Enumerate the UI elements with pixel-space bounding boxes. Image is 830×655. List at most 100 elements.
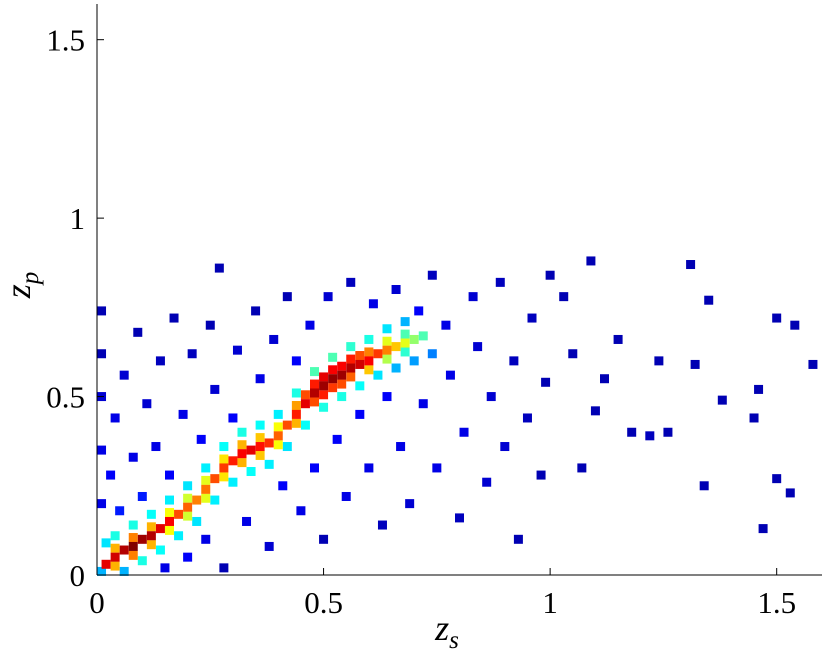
point (400, 329, 410, 339)
point (97, 445, 107, 455)
point (291, 356, 301, 366)
point (364, 365, 374, 375)
point (296, 506, 306, 516)
point (772, 474, 782, 484)
point (264, 438, 274, 448)
point (278, 481, 288, 491)
point (432, 463, 442, 473)
point (522, 413, 532, 423)
point (400, 338, 410, 348)
point (255, 433, 265, 443)
point (183, 511, 193, 521)
point (183, 493, 193, 503)
point (219, 463, 229, 473)
point (346, 372, 356, 382)
point (332, 434, 342, 444)
point (590, 406, 600, 416)
point (146, 522, 156, 532)
point (568, 349, 578, 359)
point (400, 317, 410, 327)
point (237, 458, 247, 468)
point (364, 463, 374, 473)
point (391, 342, 401, 352)
point (749, 413, 759, 423)
point (758, 524, 768, 534)
point (97, 306, 107, 316)
point (146, 531, 156, 541)
x-tick-label: 0.5 (304, 585, 343, 620)
point (282, 292, 292, 302)
point (201, 484, 211, 494)
point (754, 384, 764, 394)
point (110, 552, 120, 562)
point (319, 381, 329, 391)
point (418, 399, 428, 409)
point (110, 543, 120, 553)
y-tick-label: 1.5 (46, 23, 85, 58)
point (255, 442, 265, 452)
point (273, 409, 283, 419)
point (219, 454, 229, 464)
point (174, 531, 184, 541)
y-label-sub: p (17, 272, 44, 287)
point (310, 367, 319, 377)
point (128, 541, 138, 551)
point (228, 477, 238, 487)
x-tick-label: 1 (542, 585, 558, 620)
point (115, 506, 125, 516)
point (137, 556, 147, 566)
point (686, 260, 696, 270)
point (264, 459, 274, 469)
point (128, 520, 138, 530)
point (178, 409, 188, 419)
point (790, 320, 800, 330)
point (201, 463, 211, 473)
point (355, 359, 365, 369)
point (328, 352, 338, 362)
point (273, 431, 283, 441)
point (328, 374, 338, 384)
point (441, 320, 451, 330)
point (482, 477, 492, 487)
point (106, 470, 116, 480)
point (201, 475, 211, 485)
y-tick-label: 0.5 (46, 380, 85, 415)
x-label-sub: s (449, 627, 459, 654)
point (187, 349, 197, 359)
point (282, 420, 292, 430)
point (273, 440, 283, 450)
point (323, 292, 333, 302)
point (319, 390, 329, 400)
point (455, 513, 464, 523)
point (717, 395, 727, 405)
x-tick-label: 1.5 (757, 585, 796, 620)
point (255, 374, 265, 384)
point (414, 306, 424, 316)
point (242, 516, 252, 526)
point (382, 345, 392, 355)
point (341, 491, 351, 501)
y-axis-label: zp (0, 272, 44, 300)
point (699, 481, 709, 491)
point (155, 356, 165, 366)
point (183, 552, 193, 562)
point (586, 256, 596, 266)
point (364, 334, 374, 344)
point (319, 534, 329, 544)
point (110, 561, 120, 571)
point (405, 499, 415, 509)
point (409, 356, 419, 366)
point (808, 359, 818, 369)
point (427, 349, 437, 359)
point (97, 566, 107, 576)
point (264, 541, 274, 551)
point (219, 442, 229, 452)
point (772, 313, 782, 323)
point (473, 342, 483, 352)
point (210, 384, 220, 394)
point (486, 392, 496, 402)
point (97, 349, 107, 359)
point (445, 370, 455, 380)
point (128, 452, 138, 462)
point (346, 277, 356, 287)
